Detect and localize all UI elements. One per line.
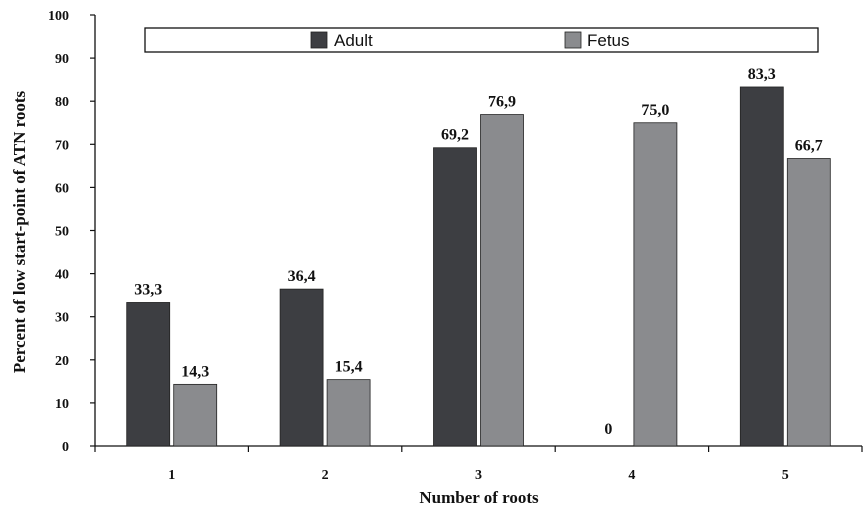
data-labels: 33,3 14,3 36,4 15,4 69,2 76,9 0 75,0 83,3 66,7 <box>134 66 823 438</box>
x-tick-label: 1 <box>168 468 175 483</box>
legend-swatch-fetus <box>564 31 582 49</box>
data-label-adult-5: 83,3 <box>748 66 776 83</box>
legend-swatch-adult <box>310 31 328 49</box>
bar-fetus-3 <box>480 114 524 447</box>
y-tick-label: 0 <box>62 440 69 455</box>
y-tick-label: 90 <box>55 52 69 67</box>
y-tick-label: 10 <box>55 397 69 412</box>
data-label-fetus-3: 76,9 <box>488 94 516 111</box>
bar-adult-5 <box>739 86 784 447</box>
bar-fetus-5 <box>786 158 831 447</box>
y-tick-label: 80 <box>55 95 69 110</box>
data-label-adult-4: 0 <box>604 421 612 438</box>
x-tick-label: 3 <box>475 468 482 483</box>
bar-adult-3 <box>433 147 477 447</box>
data-label-fetus-4: 75,0 <box>641 102 669 119</box>
y-tick-label: 30 <box>55 311 69 326</box>
data-label-adult-3: 69,2 <box>441 127 469 144</box>
x-tick-label: 5 <box>782 468 789 483</box>
data-label-fetus-2: 15,4 <box>335 359 363 376</box>
data-label-adult-1: 33,3 <box>134 281 162 298</box>
x-tick-label: 4 <box>628 468 635 483</box>
legend: Adult Fetus <box>144 27 819 53</box>
legend-box <box>144 27 819 53</box>
y-tick-label: 60 <box>55 181 69 196</box>
y-axis-title: Percent of low start-point of ATN roots <box>10 90 29 373</box>
axes: 0 10 20 30 40 50 60 70 80 90 100 1 2 3 4 5 <box>48 9 863 483</box>
bars <box>126 86 831 447</box>
bar-fetus-2 <box>326 379 371 447</box>
y-tick-label: 20 <box>55 354 69 369</box>
bar-adult-1 <box>126 302 171 447</box>
data-label-fetus-5: 66,7 <box>795 138 823 155</box>
x-axis-title: Number of roots <box>419 488 539 507</box>
y-tick-label: 70 <box>55 138 69 153</box>
bar-fetus-4 <box>633 122 678 447</box>
legend-label-adult: Adult <box>334 31 373 50</box>
data-label-adult-2: 36,4 <box>288 268 316 285</box>
y-tick-label: 50 <box>55 225 69 240</box>
legend-label-fetus: Fetus <box>587 31 630 50</box>
x-tick-label: 2 <box>322 468 329 483</box>
y-tick-label: 40 <box>55 268 69 283</box>
y-tick-label: 100 <box>48 9 69 24</box>
bar-adult-2 <box>279 288 324 447</box>
bar-fetus-1 <box>173 383 218 447</box>
data-label-fetus-1: 14,3 <box>181 363 209 380</box>
